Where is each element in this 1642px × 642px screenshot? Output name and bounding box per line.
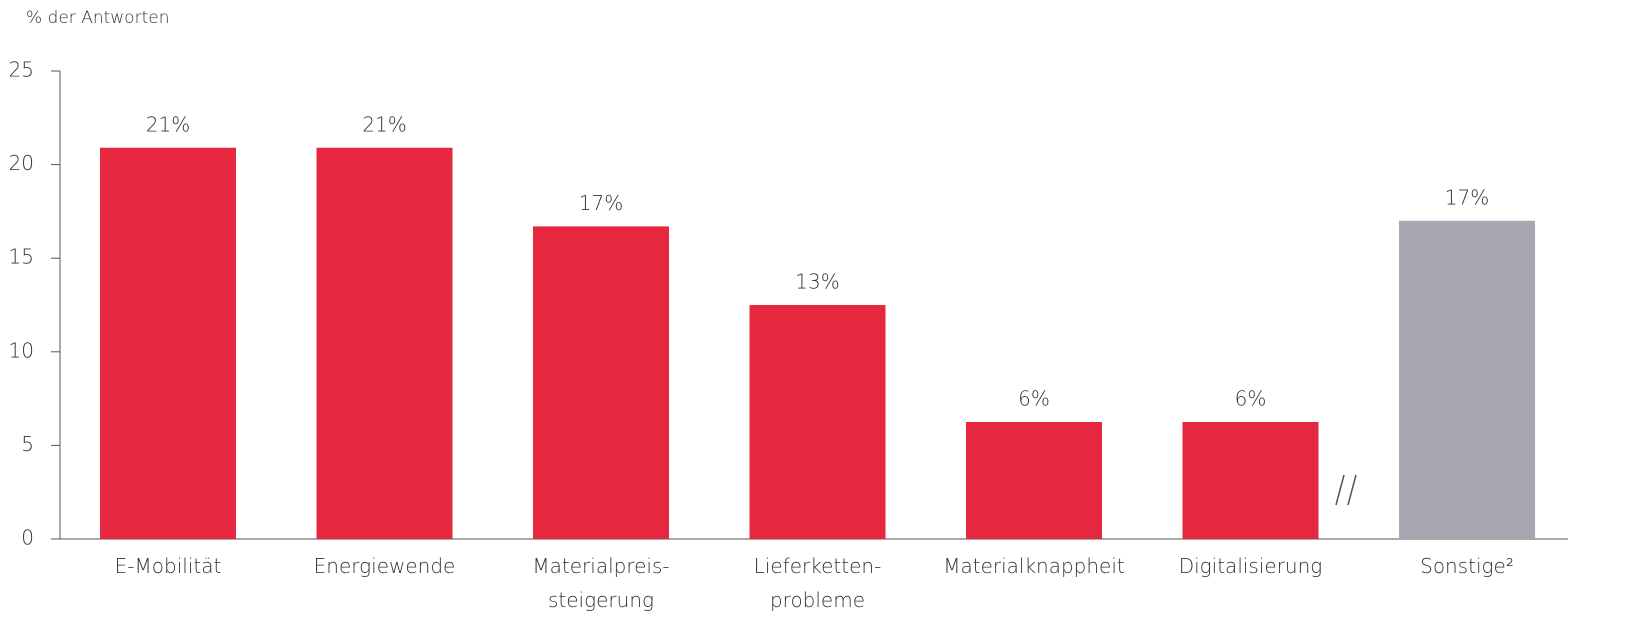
- y-tick-label: 5: [21, 432, 34, 456]
- value-label: 21%: [362, 112, 406, 136]
- axis-break: [1335, 474, 1357, 506]
- bar: [1399, 220, 1535, 539]
- value-label: 17%: [579, 191, 623, 215]
- bar: [966, 422, 1102, 539]
- x-tick-label: Materialknappheit: [943, 554, 1125, 578]
- x-tick-label: Lieferketten- probleme: [753, 554, 882, 612]
- value-label: 6%: [1018, 387, 1050, 411]
- y-axis-label: % der Antworten: [26, 8, 170, 28]
- y-tick-label: 25: [9, 58, 34, 82]
- x-tick-label: Materialpreis- steigerung: [532, 554, 670, 612]
- bar: [316, 147, 453, 539]
- x-tick-label: Energiewende: [313, 554, 456, 578]
- y-tick-label: 20: [9, 151, 34, 175]
- x-tick-label: Sonstige²: [1420, 554, 1514, 578]
- value-label: 13%: [795, 270, 839, 294]
- y-tick-label: 0: [21, 526, 34, 550]
- value-label: 17%: [1445, 185, 1489, 209]
- y-tick-label: 10: [9, 338, 34, 362]
- y-tick-label: 15: [9, 245, 34, 269]
- x-tick-label: Digitalisierung: [1178, 554, 1323, 578]
- value-label: 21%: [146, 112, 190, 136]
- bar: [749, 305, 886, 539]
- x-tick-label: E-Mobilität: [114, 554, 222, 578]
- bar: [1182, 422, 1319, 539]
- bar: [533, 226, 669, 539]
- bar: [100, 147, 236, 539]
- value-label: 6%: [1235, 387, 1267, 411]
